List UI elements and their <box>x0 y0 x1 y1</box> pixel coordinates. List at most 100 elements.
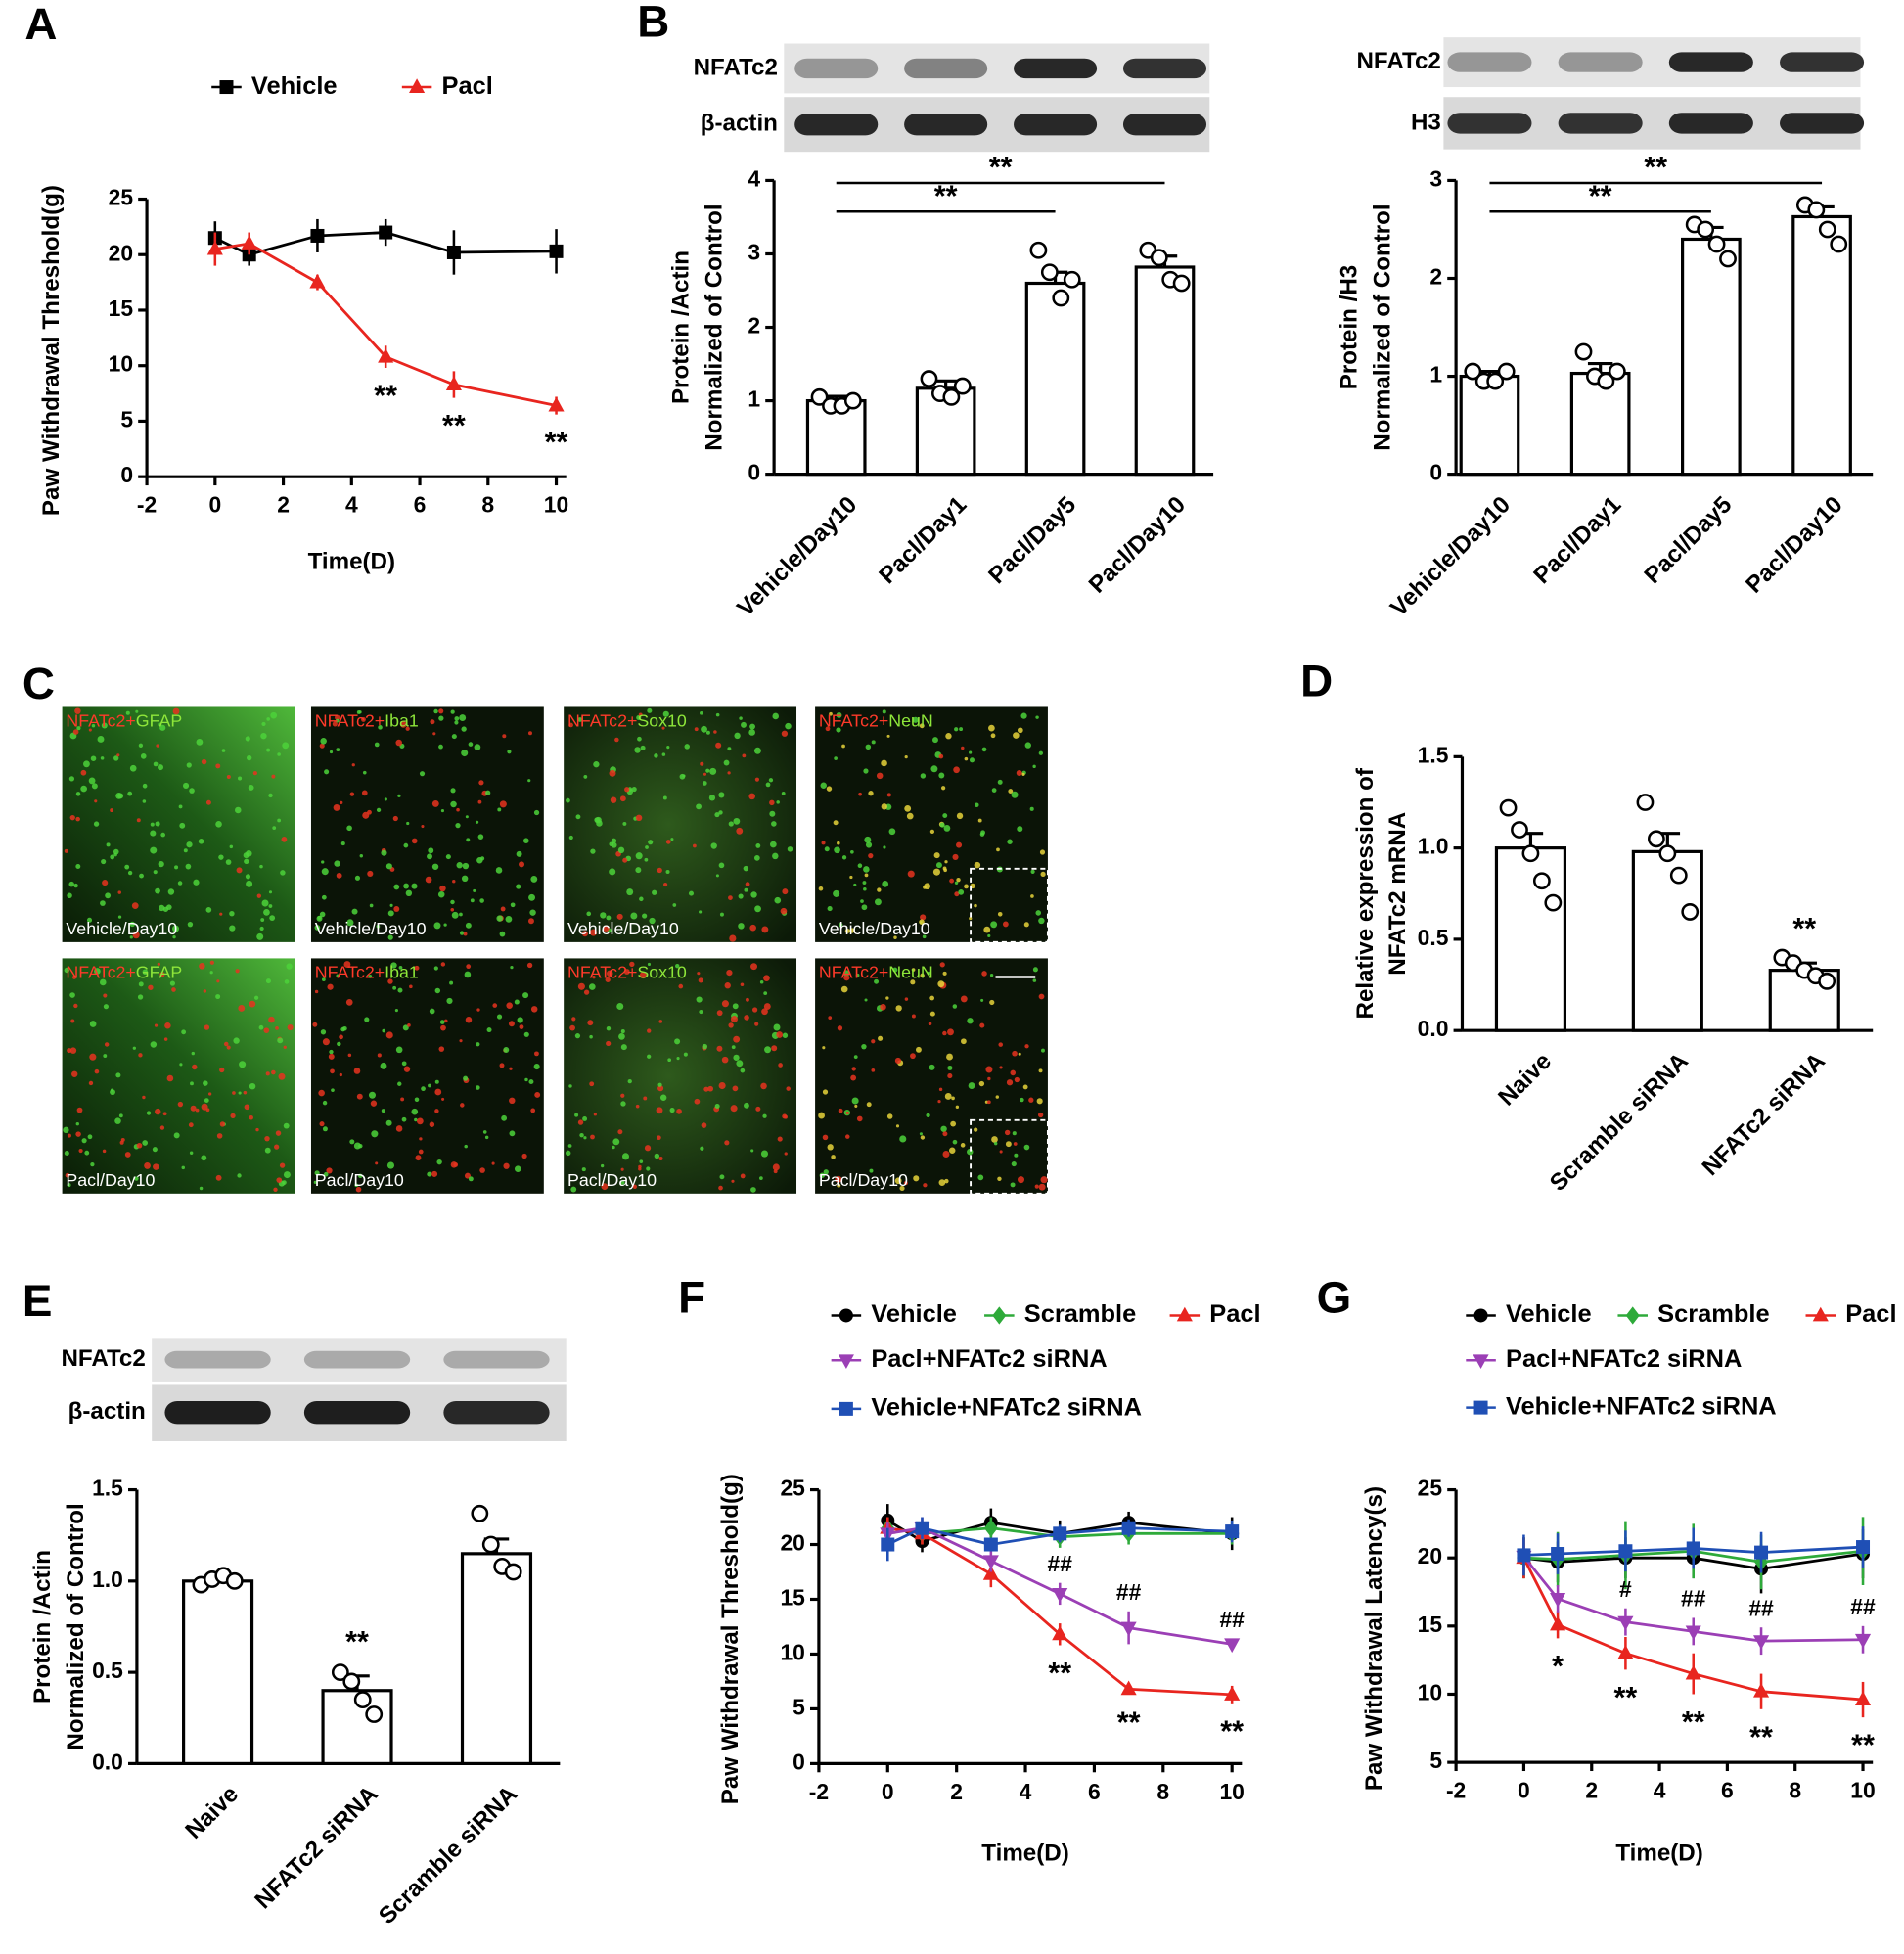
cell <box>364 1017 370 1022</box>
cell <box>759 980 764 984</box>
cell <box>1014 1153 1019 1158</box>
cell <box>528 893 536 901</box>
cell <box>881 803 887 810</box>
cell <box>501 1114 508 1121</box>
cell <box>461 875 469 883</box>
cell <box>477 834 484 840</box>
cell <box>370 1100 378 1107</box>
cell <box>654 753 658 758</box>
cell <box>834 756 838 760</box>
legend-label: Pacl <box>442 72 493 100</box>
y-tick-label: 15 <box>109 295 134 321</box>
cell <box>329 750 334 754</box>
cell <box>75 816 80 822</box>
panel-label: E <box>23 1276 53 1326</box>
cell <box>871 1039 876 1044</box>
cell <box>480 856 485 861</box>
cell <box>657 1085 664 1092</box>
cell <box>135 709 139 713</box>
cell <box>205 1108 210 1113</box>
cell <box>666 746 670 750</box>
cell <box>1017 727 1023 734</box>
cell <box>395 1046 403 1054</box>
cell <box>333 803 340 811</box>
cell <box>974 1127 978 1132</box>
y-tick-label: 1.0 <box>1418 834 1449 859</box>
cell <box>136 818 141 823</box>
y-tick-label: 1.5 <box>1418 742 1449 767</box>
cell <box>866 1102 872 1108</box>
stain-green: Sox10 <box>637 962 687 981</box>
cell <box>444 1019 448 1023</box>
cell <box>733 1035 741 1043</box>
cell <box>979 1022 985 1028</box>
cell <box>68 776 75 782</box>
cell <box>980 998 984 1002</box>
cell <box>627 1078 632 1084</box>
cell <box>64 967 70 974</box>
cell <box>313 1180 317 1184</box>
series-marker <box>983 1537 998 1552</box>
cell <box>954 881 959 885</box>
y-axis-label: Paw Withdrawal Threshold(g) <box>717 1474 744 1804</box>
cell <box>428 1083 431 1088</box>
cell <box>586 911 592 917</box>
data-point <box>1150 249 1168 267</box>
cell <box>172 925 180 932</box>
cell <box>132 932 140 939</box>
stain-red: NFATc2+ <box>66 962 135 981</box>
x-tick-label: 0 <box>208 492 221 518</box>
cell <box>762 1113 767 1118</box>
stain-label: NFATc2+Sox10 <box>567 710 687 730</box>
cell <box>620 1180 625 1185</box>
cell <box>708 795 716 801</box>
cell <box>606 915 612 921</box>
cell <box>715 712 720 717</box>
cell <box>84 1150 90 1156</box>
cell <box>912 716 919 723</box>
cell <box>142 799 147 803</box>
cell <box>721 1056 729 1064</box>
blot-label: H3 <box>1411 109 1441 135</box>
cell <box>181 1029 187 1035</box>
data-point <box>225 1571 244 1590</box>
cell <box>1007 839 1013 844</box>
cell <box>499 1063 505 1068</box>
cell <box>679 773 686 780</box>
cell <box>268 1016 275 1023</box>
cell <box>475 1085 480 1090</box>
cell <box>998 1042 1004 1047</box>
cell <box>1004 1129 1011 1136</box>
cell <box>138 981 144 987</box>
cell <box>678 983 684 989</box>
cell <box>473 888 476 892</box>
x-tick-label: 6 <box>1088 1779 1101 1804</box>
cell <box>349 1139 355 1145</box>
cell <box>928 1022 932 1026</box>
cell <box>339 1072 342 1077</box>
micrograph <box>310 706 544 942</box>
cell <box>516 884 521 889</box>
cell <box>638 1164 642 1169</box>
cell <box>188 1122 194 1128</box>
blot-band <box>1447 52 1532 72</box>
cell <box>983 926 991 933</box>
cell <box>932 737 938 744</box>
cell <box>910 979 916 985</box>
cell <box>911 1014 916 1019</box>
cell <box>485 790 491 795</box>
cell <box>158 861 164 868</box>
cell <box>336 872 342 879</box>
cell <box>179 1063 183 1067</box>
cell <box>492 1003 498 1008</box>
cell <box>148 984 154 990</box>
cell <box>960 995 968 1003</box>
cell <box>519 1024 524 1030</box>
cell <box>232 1091 236 1095</box>
cell <box>155 821 160 827</box>
cell <box>153 1163 159 1170</box>
cell <box>996 847 1000 852</box>
condition-label: Vehicle/Day10 <box>819 919 930 938</box>
bar <box>460 1552 533 1765</box>
